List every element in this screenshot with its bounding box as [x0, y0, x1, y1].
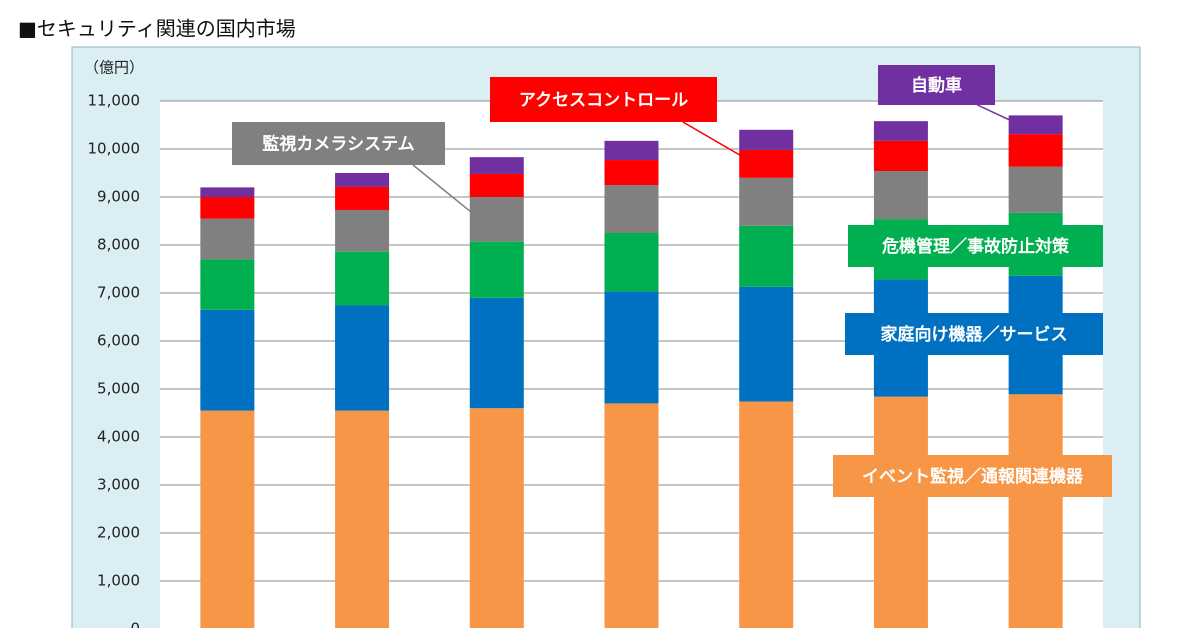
bar-segment: [335, 173, 390, 187]
bar-segment: [1008, 134, 1063, 167]
bar-segment: [604, 160, 659, 185]
bar-segment: [469, 157, 524, 174]
y-tick-label: 2,000: [97, 524, 140, 542]
bar-segment: [739, 129, 794, 150]
bar-segment: [1008, 394, 1063, 628]
bar-segment: [469, 173, 524, 197]
bar-segment: [335, 251, 390, 306]
y-tick-label: 4,000: [97, 428, 140, 446]
bar-segment: [335, 209, 390, 252]
bar-segment: [739, 286, 794, 402]
leader-line: [682, 121, 756, 165]
bar-segment: [873, 396, 928, 628]
y-tick-label: 6,000: [97, 332, 140, 350]
bar-segment: [469, 197, 524, 242]
bar-segment: [200, 309, 255, 411]
bar-segment: [200, 218, 255, 260]
bar-segment: [739, 401, 794, 628]
y-tick-label: 0: [130, 620, 140, 628]
y-tick-label: 3,000: [97, 476, 140, 494]
series-label-box: [878, 65, 995, 105]
chart-title: ■セキュリティ関連の国内市場: [18, 17, 296, 41]
bar-segment: [873, 140, 928, 172]
series-label-box: [490, 77, 717, 122]
y-tick-label: 11,000: [88, 92, 141, 110]
bar-segment: [200, 197, 255, 219]
series-label-box: [833, 455, 1112, 497]
series-label: イベント監視／通報関連機器: [862, 466, 1084, 487]
bar-segment: [739, 177, 794, 226]
bar-segment: [200, 410, 255, 628]
bar-segment: [335, 410, 390, 628]
bar-segment: [604, 185, 659, 233]
bar-segment: [604, 291, 659, 404]
series-label: 家庭向け機器／サービス: [881, 324, 1068, 345]
y-tick-label: 10,000: [88, 140, 141, 158]
y-tick-label: 5,000: [97, 380, 140, 398]
bar-segment: [739, 149, 794, 178]
series-label-box: [848, 225, 1103, 267]
bar-segment: [604, 233, 659, 292]
series-label: 監視カメラシステム: [262, 134, 414, 155]
bar-segment: [469, 241, 524, 298]
y-tick-label: 7,000: [97, 284, 140, 302]
series-label: 自動車: [911, 75, 962, 96]
series-label-box: [845, 313, 1103, 355]
series-label: 危機管理／事故防止対策: [881, 236, 1070, 257]
bar-segment: [200, 187, 255, 197]
series-label: アクセスコントロール: [519, 91, 688, 111]
bar-segment: [604, 140, 659, 161]
bar-segment: [335, 305, 390, 411]
bar-segment: [873, 121, 928, 141]
bar-segment: [1008, 115, 1063, 135]
y-tick-label: 8,000: [97, 236, 140, 254]
bar-segment: [469, 297, 524, 409]
y-unit: （億円）: [84, 59, 144, 77]
y-tick-label: 1,000: [97, 572, 140, 590]
bar-segment: [335, 186, 390, 210]
bar-segment: [200, 259, 255, 310]
bar-segment: [469, 408, 524, 628]
y-tick-label: 9,000: [97, 188, 140, 206]
bar-segment: [739, 225, 794, 287]
leader-line: [977, 104, 1021, 126]
bar-segment: [604, 403, 659, 628]
bar-segment: [873, 171, 928, 220]
series-label-box: [232, 122, 445, 165]
bar-segment: [1008, 166, 1063, 213]
leader-line: [412, 164, 481, 220]
